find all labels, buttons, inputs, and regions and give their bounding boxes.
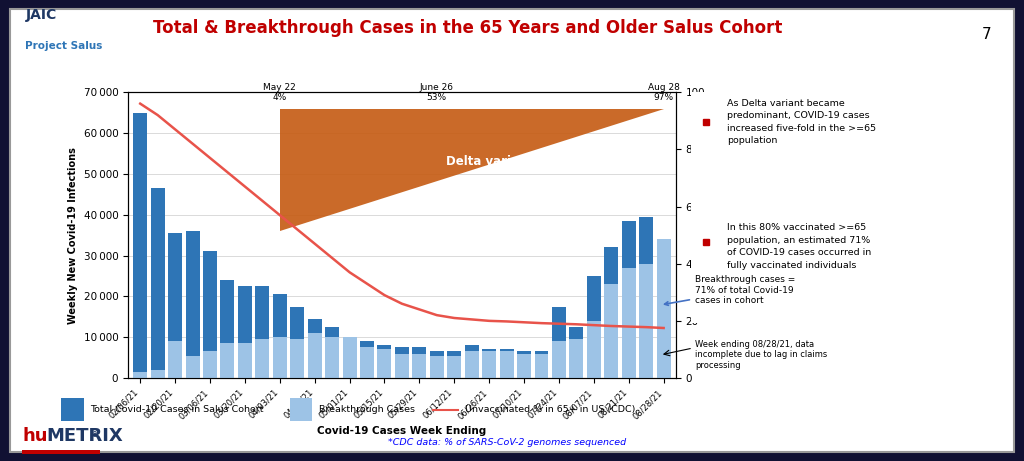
Bar xyxy=(290,398,312,421)
Text: Delta variant: Delta variant xyxy=(445,155,532,168)
Bar xyxy=(343,337,356,378)
Polygon shape xyxy=(280,108,664,231)
Bar xyxy=(185,355,200,378)
Bar xyxy=(569,339,584,378)
Text: Unvaccinated % in 65+ in US (CDC): Unvaccinated % in 65+ in US (CDC) xyxy=(465,405,635,414)
Text: Breakthrough cases =
71% of total Covid-19
cases in cohort: Breakthrough cases = 71% of total Covid-… xyxy=(665,275,796,305)
Text: May 22
4%: May 22 4% xyxy=(263,83,296,102)
Text: JAIC: JAIC xyxy=(26,8,56,22)
Bar xyxy=(272,337,287,378)
Bar xyxy=(133,112,147,378)
Bar xyxy=(622,221,636,378)
Bar xyxy=(238,343,252,378)
Bar xyxy=(517,351,531,378)
Bar xyxy=(272,294,287,378)
Bar xyxy=(535,351,549,378)
Bar xyxy=(255,339,269,378)
Bar xyxy=(185,231,200,378)
Text: 7: 7 xyxy=(982,27,991,42)
Bar xyxy=(203,251,217,378)
Bar xyxy=(220,343,234,378)
Text: Project Salus: Project Salus xyxy=(26,41,102,51)
Bar xyxy=(395,348,409,378)
Bar xyxy=(151,370,165,378)
Bar xyxy=(535,354,549,378)
FancyBboxPatch shape xyxy=(685,88,999,327)
Bar xyxy=(220,280,234,378)
Bar xyxy=(395,354,409,378)
Bar xyxy=(604,284,618,378)
X-axis label: Covid-19 Cases Week Ending: Covid-19 Cases Week Ending xyxy=(317,426,486,436)
Text: Total & Breakthrough Cases in the 65 Years and Older Salus Cohort: Total & Breakthrough Cases in the 65 Yea… xyxy=(154,19,782,37)
Text: METRIX: METRIX xyxy=(46,427,123,445)
Bar xyxy=(447,355,461,378)
Bar xyxy=(151,188,165,378)
Bar xyxy=(500,351,514,378)
Bar xyxy=(326,327,339,378)
Bar xyxy=(168,341,182,378)
Bar xyxy=(465,351,478,378)
Text: Total Covid-19 Cases in Salus Cohort: Total Covid-19 Cases in Salus Cohort xyxy=(90,405,263,414)
Bar xyxy=(482,349,497,378)
Bar xyxy=(290,339,304,378)
Text: hu: hu xyxy=(23,427,48,445)
Text: June 26
53%: June 26 53% xyxy=(420,83,454,102)
Bar xyxy=(307,333,322,378)
Bar xyxy=(552,341,566,378)
Bar xyxy=(378,345,391,378)
Bar xyxy=(23,450,99,454)
Bar xyxy=(360,341,374,378)
Text: ®: ® xyxy=(90,430,99,439)
Bar xyxy=(326,337,339,378)
Bar xyxy=(360,348,374,378)
Bar xyxy=(413,348,426,378)
Bar xyxy=(604,248,618,378)
Bar xyxy=(587,276,601,378)
Bar xyxy=(255,286,269,378)
Bar xyxy=(517,354,531,378)
Bar xyxy=(61,398,84,421)
Bar xyxy=(587,321,601,378)
Bar xyxy=(482,351,497,378)
Bar xyxy=(430,355,443,378)
Bar xyxy=(413,354,426,378)
FancyBboxPatch shape xyxy=(10,9,1014,452)
Text: *CDC data: % of SARS-CoV-2 genomes sequenced: *CDC data: % of SARS-CoV-2 genomes seque… xyxy=(388,437,626,447)
Bar xyxy=(552,307,566,378)
Bar xyxy=(307,319,322,378)
Bar xyxy=(133,372,147,378)
Bar xyxy=(430,351,443,378)
Text: As Delta variant became
predominant, COVID-19 cases
increased five-fold in the >: As Delta variant became predominant, COV… xyxy=(727,99,877,145)
Bar xyxy=(447,351,461,378)
Text: Week ending 08/28/21, data
incomplete due to lag in claims
processing: Week ending 08/28/21, data incomplete du… xyxy=(695,340,827,370)
Bar xyxy=(238,286,252,378)
Bar xyxy=(639,217,653,378)
Bar xyxy=(656,239,671,378)
Text: In this 80% vaccinated >=65
population, an estimated 71%
of COVID-19 cases occur: In this 80% vaccinated >=65 population, … xyxy=(727,224,871,270)
Bar xyxy=(343,337,356,378)
Bar xyxy=(203,351,217,378)
Bar xyxy=(656,239,671,378)
Bar xyxy=(290,307,304,378)
Text: Breakthrough Cases: Breakthrough Cases xyxy=(318,405,415,414)
Bar xyxy=(622,268,636,378)
Text: Aug 28
97%: Aug 28 97% xyxy=(648,83,680,102)
Y-axis label: Weekly New Covid-19 Infections: Weekly New Covid-19 Infections xyxy=(68,147,78,324)
Bar xyxy=(378,349,391,378)
Bar xyxy=(639,264,653,378)
Y-axis label: Percent Unvaccinated: Percent Unvaccinated xyxy=(711,175,721,296)
Bar xyxy=(168,233,182,378)
Bar xyxy=(465,345,478,378)
Bar xyxy=(500,349,514,378)
Bar xyxy=(569,327,584,378)
